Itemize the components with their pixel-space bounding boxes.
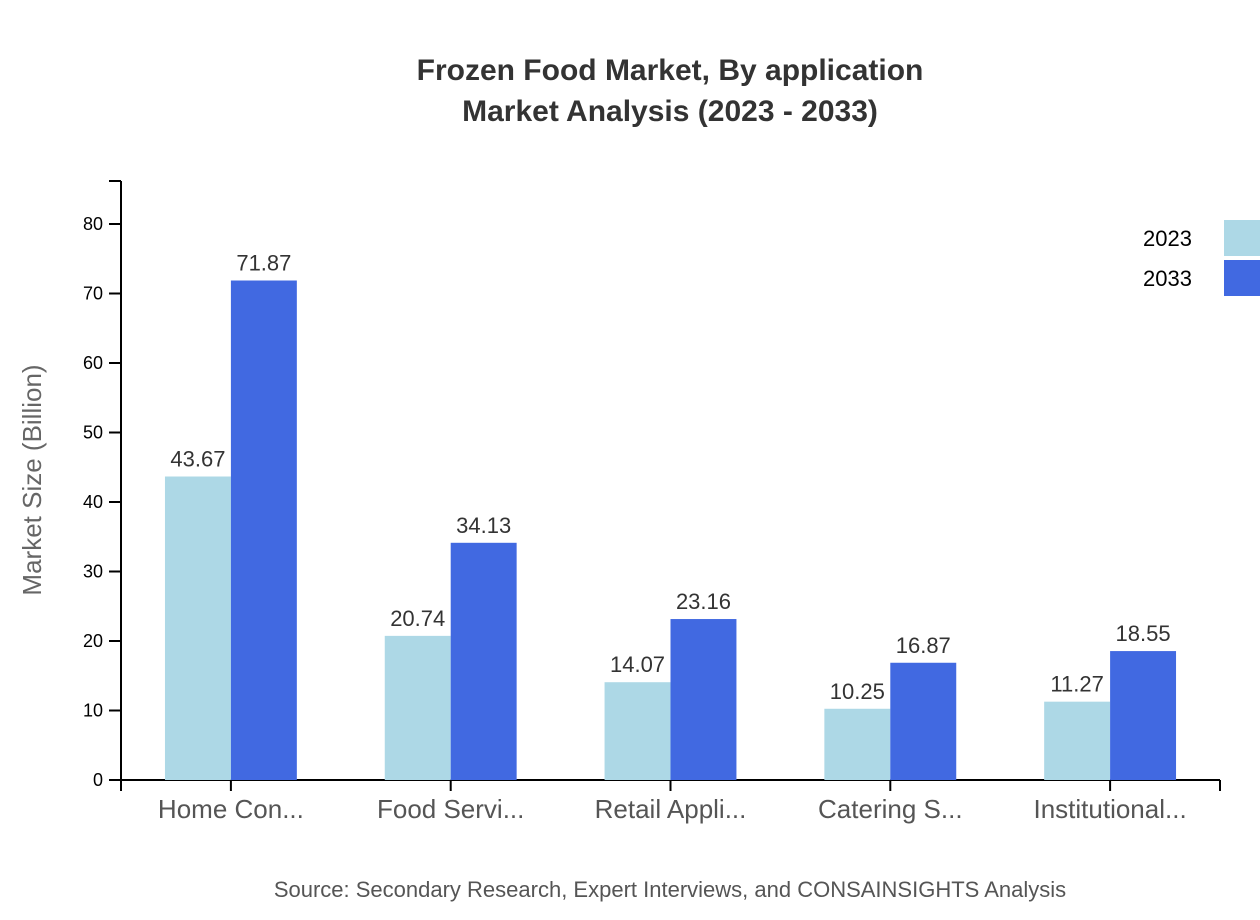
y-tick-label: 10: [83, 701, 103, 721]
y-tick-label: 50: [83, 423, 103, 443]
y-tick-label: 20: [83, 631, 103, 651]
bar-2033[interactable]: [450, 542, 517, 780]
y-tick-label: 80: [83, 214, 103, 234]
bar-value-label: 20.74: [390, 606, 445, 631]
legend-swatch-2023[interactable]: [1224, 220, 1260, 256]
bar-2023[interactable]: [1044, 701, 1111, 780]
x-tick-label: Home Con...: [158, 794, 304, 824]
bar-2023[interactable]: [384, 635, 451, 780]
bar-2023[interactable]: [824, 708, 891, 780]
legend-label-2033: 2033: [1143, 266, 1192, 291]
bar-2033[interactable]: [230, 280, 297, 780]
y-tick-label: 40: [83, 492, 103, 512]
legend-swatch-2033[interactable]: [1224, 260, 1260, 296]
bar-value-label: 14.07: [610, 652, 665, 677]
bar-2033[interactable]: [670, 619, 737, 780]
y-tick-label: 30: [83, 562, 103, 582]
bar-value-label: 71.87: [236, 251, 291, 276]
chart-title: Frozen Food Market, By application Marke…: [0, 50, 1260, 132]
bar-value-label: 18.55: [1116, 621, 1171, 646]
legend-label-2023: 2023: [1143, 226, 1192, 251]
bar-value-label: 11.27: [1050, 672, 1103, 697]
bar-value-label: 16.87: [896, 633, 951, 658]
bar-value-label: 10.25: [830, 679, 885, 704]
y-tick-label: 60: [83, 353, 103, 373]
x-tick-label: Retail Appli...: [595, 794, 747, 824]
source-note: Source: Secondary Research, Expert Inter…: [273, 877, 1067, 902]
bar-2023[interactable]: [604, 682, 671, 780]
bar-value-label: 34.13: [456, 513, 511, 538]
y-tick-label: 70: [83, 284, 103, 304]
bar-value-label: 23.16: [676, 589, 731, 614]
bar-2033[interactable]: [890, 662, 957, 780]
bar-2033[interactable]: [1110, 651, 1177, 780]
x-tick-label: Catering S...: [818, 794, 963, 824]
x-tick-label: Food Servi...: [377, 794, 524, 824]
y-tick-label: 0: [93, 770, 103, 790]
chart-title-line1: Frozen Food Market, By application: [416, 54, 924, 87]
bar-2023[interactable]: [164, 476, 231, 780]
x-tick-label: Institutional...: [1033, 794, 1186, 824]
chart-title-line2: Market Analysis (2023 - 2033): [462, 95, 878, 128]
bar-value-label: 43.67: [170, 446, 225, 471]
y-axis-label: Market Size (Billion): [17, 364, 47, 595]
